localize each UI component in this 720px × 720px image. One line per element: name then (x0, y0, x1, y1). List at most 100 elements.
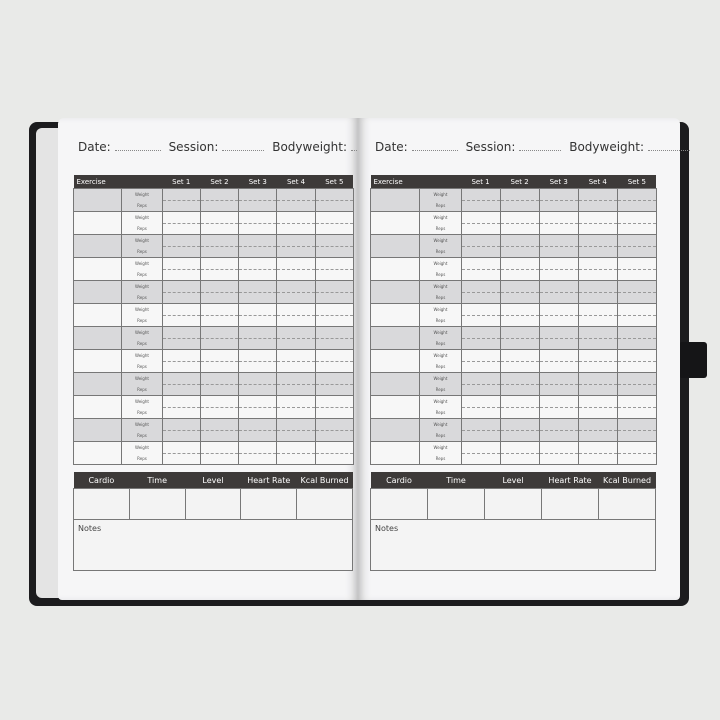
set-cell[interactable] (499, 280, 540, 304)
set-cell[interactable] (460, 257, 501, 281)
set-cell[interactable] (577, 441, 618, 465)
set-cell[interactable] (616, 418, 657, 442)
cardio-cell[interactable] (184, 488, 242, 523)
exercise-cell[interactable] (369, 441, 421, 465)
set-cell[interactable] (538, 257, 579, 281)
set-cell[interactable] (577, 211, 618, 235)
exercise-cell[interactable] (369, 349, 421, 373)
set-cell[interactable] (460, 349, 501, 373)
cardio-cell[interactable] (541, 488, 599, 523)
set-cell[interactable] (499, 441, 540, 465)
set-cell[interactable] (161, 303, 201, 327)
cardio-cell[interactable] (427, 488, 485, 523)
exercise-cell[interactable] (72, 211, 123, 235)
exercise-cell[interactable] (369, 211, 421, 235)
set-cell[interactable] (577, 372, 618, 396)
set-cell[interactable] (460, 372, 501, 396)
exercise-cell[interactable] (369, 372, 421, 396)
set-cell[interactable] (276, 303, 316, 327)
set-cell[interactable] (161, 372, 201, 396)
set-cell[interactable] (238, 257, 278, 281)
cardio-cell[interactable] (128, 488, 186, 523)
set-cell[interactable] (199, 211, 240, 235)
exercise-cell[interactable] (72, 303, 123, 327)
exercise-cell[interactable] (369, 280, 421, 304)
set-cell[interactable] (314, 395, 354, 419)
set-cell[interactable] (276, 326, 316, 350)
set-cell[interactable] (460, 234, 501, 258)
set-cell[interactable] (238, 441, 278, 465)
set-cell[interactable] (577, 280, 618, 304)
exercise-cell[interactable] (72, 372, 123, 396)
set-cell[interactable] (460, 441, 501, 465)
set-cell[interactable] (238, 349, 278, 373)
exercise-cell[interactable] (72, 441, 123, 465)
set-cell[interactable] (616, 257, 657, 281)
set-cell[interactable] (460, 303, 501, 327)
set-cell[interactable] (199, 280, 240, 304)
exercise-cell[interactable] (72, 188, 123, 212)
set-cell[interactable] (238, 418, 278, 442)
set-cell[interactable] (616, 349, 657, 373)
exercise-cell[interactable] (72, 349, 123, 373)
notes-box[interactable]: Notes (73, 519, 353, 571)
set-cell[interactable] (314, 349, 354, 373)
set-cell[interactable] (616, 188, 657, 212)
set-cell[interactable] (161, 257, 201, 281)
set-cell[interactable] (276, 372, 316, 396)
set-cell[interactable] (161, 280, 201, 304)
set-cell[interactable] (616, 234, 657, 258)
set-cell[interactable] (161, 211, 201, 235)
set-cell[interactable] (577, 188, 618, 212)
exercise-cell[interactable] (72, 418, 123, 442)
set-cell[interactable] (460, 418, 501, 442)
set-cell[interactable] (538, 211, 579, 235)
cardio-cell[interactable] (240, 488, 298, 523)
set-cell[interactable] (616, 280, 657, 304)
set-cell[interactable] (314, 234, 354, 258)
set-cell[interactable] (499, 257, 540, 281)
set-cell[interactable] (238, 326, 278, 350)
set-cell[interactable] (199, 257, 240, 281)
set-cell[interactable] (314, 372, 354, 396)
set-cell[interactable] (161, 234, 201, 258)
set-cell[interactable] (538, 326, 579, 350)
set-cell[interactable] (314, 418, 354, 442)
set-cell[interactable] (238, 188, 278, 212)
set-cell[interactable] (314, 257, 354, 281)
set-cell[interactable] (199, 372, 240, 396)
set-cell[interactable] (577, 418, 618, 442)
set-cell[interactable] (314, 441, 354, 465)
exercise-cell[interactable] (369, 326, 421, 350)
set-cell[interactable] (199, 234, 240, 258)
set-cell[interactable] (499, 418, 540, 442)
set-cell[interactable] (199, 418, 240, 442)
set-cell[interactable] (538, 280, 579, 304)
set-cell[interactable] (161, 188, 201, 212)
set-cell[interactable] (276, 395, 316, 419)
set-cell[interactable] (460, 280, 501, 304)
exercise-cell[interactable] (72, 257, 123, 281)
exercise-cell[interactable] (369, 257, 421, 281)
set-cell[interactable] (276, 441, 316, 465)
set-cell[interactable] (538, 418, 579, 442)
exercise-cell[interactable] (369, 395, 421, 419)
exercise-cell[interactable] (72, 395, 123, 419)
set-cell[interactable] (460, 395, 501, 419)
set-cell[interactable] (199, 395, 240, 419)
set-cell[interactable] (161, 418, 201, 442)
set-cell[interactable] (538, 234, 579, 258)
set-cell[interactable] (499, 349, 540, 373)
exercise-cell[interactable] (369, 418, 421, 442)
set-cell[interactable] (616, 211, 657, 235)
set-cell[interactable] (199, 349, 240, 373)
set-cell[interactable] (577, 234, 618, 258)
set-cell[interactable] (276, 418, 316, 442)
set-cell[interactable] (538, 372, 579, 396)
set-cell[interactable] (616, 441, 657, 465)
set-cell[interactable] (238, 303, 278, 327)
exercise-cell[interactable] (72, 234, 123, 258)
set-cell[interactable] (538, 303, 579, 327)
set-cell[interactable] (161, 326, 201, 350)
set-cell[interactable] (577, 303, 618, 327)
